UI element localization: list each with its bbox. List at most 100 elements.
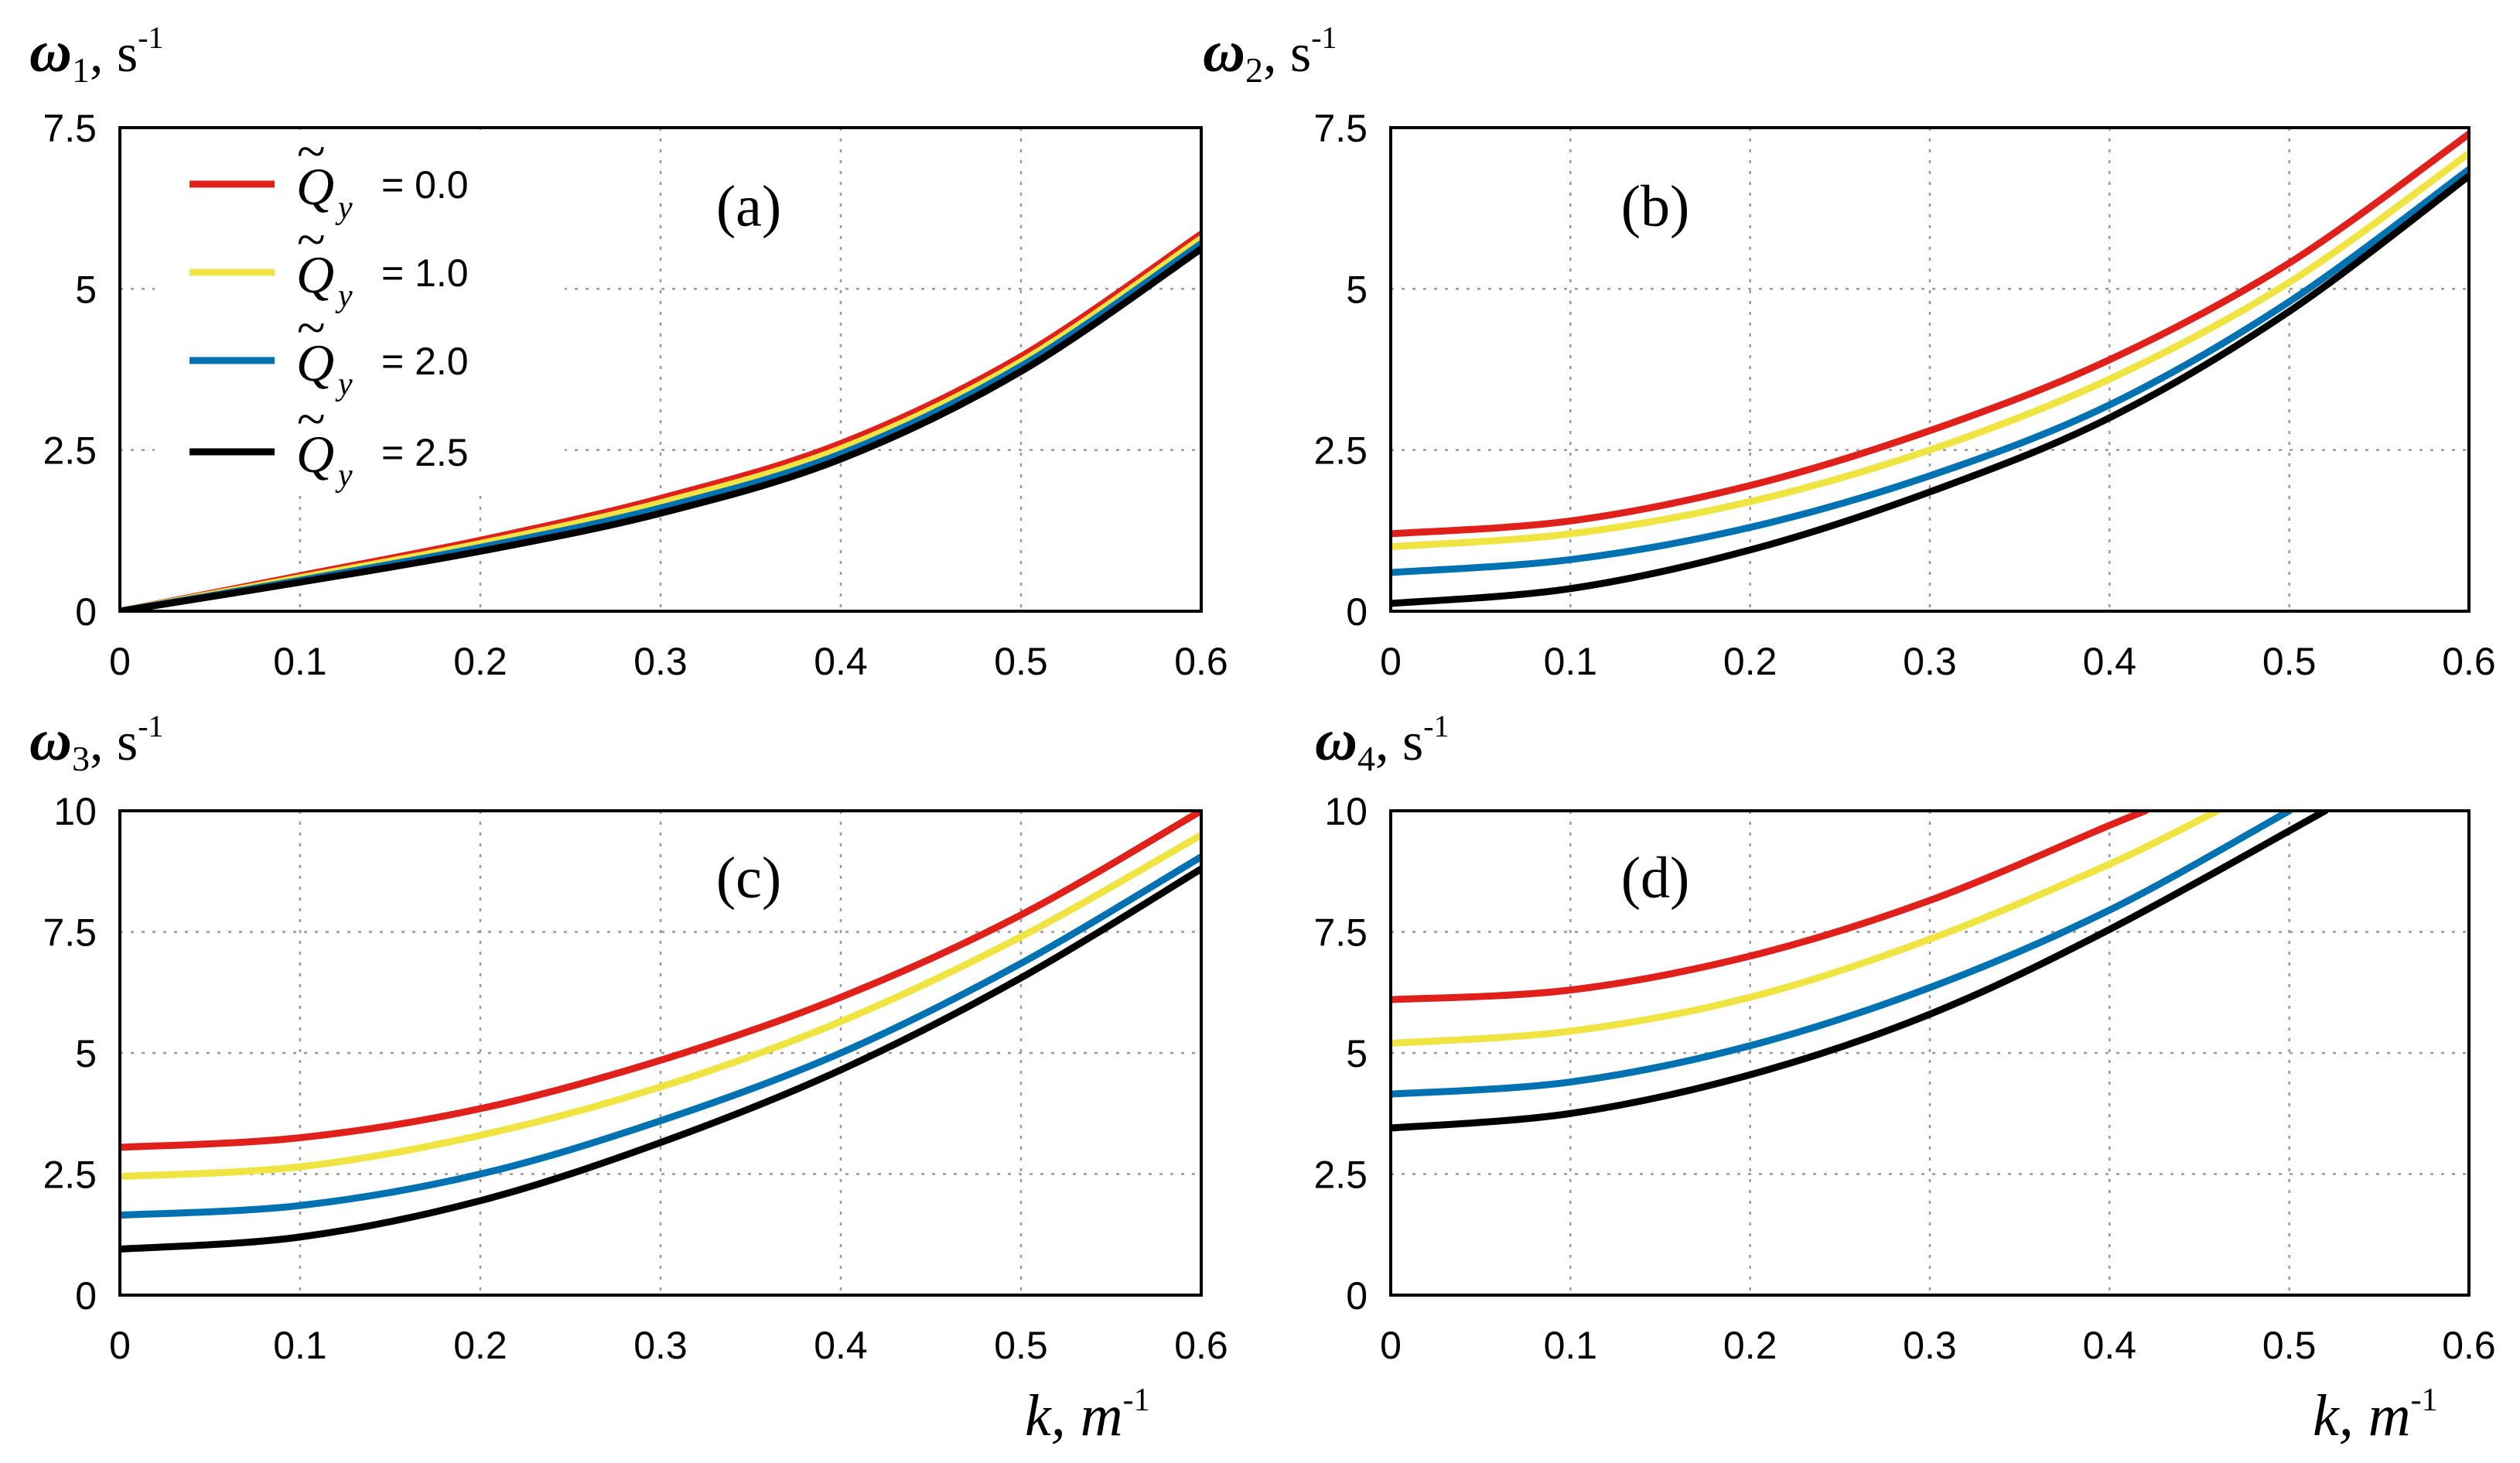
- y-axis-label: ω2, s-1: [1203, 19, 1337, 90]
- x-tick-label: 0.1: [273, 640, 327, 683]
- series-line-1: [1391, 811, 2150, 1003]
- y-axis-label: ω4, s-1: [1315, 708, 1450, 778]
- x-tick-label: 0.4: [2083, 640, 2137, 683]
- legend-value: = 2.0: [381, 340, 469, 383]
- x-tick-label: 0.1: [1544, 1324, 1598, 1367]
- series-group: [1391, 811, 2329, 1132]
- y-tick-label: 0: [1346, 1274, 1368, 1318]
- x-tick-label: 0.5: [994, 640, 1048, 683]
- x-tick-label: 0.5: [2262, 1324, 2317, 1367]
- series-group: [1391, 130, 2469, 607]
- legend-tilde: ~: [296, 389, 325, 448]
- series-line-2: [1391, 811, 2221, 1047]
- y-tick-label: 0: [1346, 590, 1368, 634]
- y-tick-label: 10: [1324, 790, 1368, 833]
- y-tick-label: 2.5: [43, 1154, 97, 1197]
- legend-entry: Q~ y = 0.0: [190, 121, 469, 226]
- legend-entry: Q~ y = 2.0: [190, 298, 469, 402]
- panel-tag: (a): [716, 174, 781, 239]
- x-tick-label: 0.1: [1544, 640, 1598, 683]
- series-line-3: [120, 853, 1201, 1219]
- legend-background: [155, 130, 565, 494]
- series-line-3: [1391, 811, 2293, 1098]
- panel-b: 0 0.1 0.2 0.3 0.4 0.5 0.6 0 2.5 5 7.5 (b) ω2, s-1: [1203, 19, 2496, 683]
- x-tick-label: 0: [109, 1324, 131, 1367]
- y-axis-label: ω1, s-1: [29, 19, 164, 90]
- panel-d: 0 0.1 0.2 0.3 0.4 0.5 0.6 0 2.5 5 7.5 10 (d) ω4, s-1 k…: [1313, 708, 2495, 1448]
- series-line-4: [120, 245, 1201, 611]
- legend-tilde: ~: [296, 210, 325, 268]
- x-tick-label: 0.2: [1723, 640, 1777, 683]
- y-tick-label: 5: [1346, 1032, 1368, 1075]
- y-tick-label: 7.5: [43, 107, 97, 150]
- series-group: [120, 231, 1201, 611]
- series-line-2: [120, 831, 1201, 1181]
- series-line-2: [1391, 149, 2469, 551]
- series-line-1: [120, 811, 1201, 1151]
- y-tick-label: 10: [53, 790, 97, 833]
- y-tick-label: 5: [75, 1032, 97, 1075]
- series-line-4: [120, 865, 1201, 1253]
- x-tick-label: 0.2: [453, 640, 507, 683]
- series-group: [120, 811, 1201, 1253]
- y-tick-label: 0: [75, 1274, 97, 1318]
- x-axis-label: k, m-1: [2313, 1383, 2438, 1448]
- y-tick-label: 7.5: [43, 911, 97, 955]
- legend-symbol: Q: [296, 333, 334, 392]
- plot-frame: [1389, 126, 2470, 613]
- legend-entry: Q~ y = 1.0: [190, 210, 469, 314]
- series-line-4: [1391, 173, 2469, 607]
- y-axis-label: ω3, s-1: [29, 708, 164, 778]
- series-line-1: [1391, 130, 2469, 538]
- x-tick-label: 0.6: [2442, 640, 2496, 683]
- x-tick-label: 0.3: [633, 640, 688, 683]
- x-tick-label: 0.2: [1723, 1324, 1777, 1367]
- x-tick-label: 0.4: [814, 1324, 868, 1367]
- x-tick-label: 0.4: [814, 640, 868, 683]
- legend-subscript: y: [335, 367, 353, 402]
- legend-value: = 2.5: [381, 431, 469, 474]
- y-tick-label: 2.5: [43, 429, 97, 473]
- x-tick-label: 0: [109, 640, 131, 683]
- panel-tag: (d): [1621, 846, 1690, 911]
- legend-tilde: ~: [296, 121, 325, 180]
- legend-symbol: Q: [296, 245, 334, 304]
- x-tick-label: 0.3: [633, 1324, 688, 1367]
- legend-value: = 1.0: [381, 251, 469, 295]
- panel-tag: (b): [1621, 174, 1690, 239]
- x-tick-label: 0: [1380, 640, 1402, 683]
- legend-symbol: Q: [296, 425, 334, 484]
- x-tick-label: 0.6: [1174, 1324, 1228, 1367]
- series-line-4: [1391, 811, 2329, 1132]
- x-tick-label: 0.6: [2442, 1324, 2496, 1367]
- x-axis-label: k, m-1: [1025, 1383, 1150, 1448]
- legend-entry: Q~ y = 2.5: [190, 389, 469, 494]
- x-tick-label: 0.1: [273, 1324, 327, 1367]
- legend-value: = 0.0: [381, 163, 469, 207]
- y-tick-label: 7.5: [1313, 911, 1368, 955]
- y-tick-label: 2.5: [1313, 429, 1368, 473]
- panel-a: 0 0.1 0.2 0.3 0.4 0.5 0.6 0 2.5 5 7.5 (a) ω1, s-1: [29, 19, 1228, 683]
- y-tick-label: 5: [75, 268, 97, 311]
- plot-frame: [118, 809, 1203, 1297]
- x-tick-label: 0.2: [453, 1324, 507, 1367]
- plot-frame: [1389, 809, 2470, 1297]
- x-tick-label: 0.3: [1903, 1324, 1957, 1367]
- legend-subscript: y: [335, 279, 353, 314]
- x-tick-label: 0.5: [994, 1324, 1048, 1367]
- x-tick-label: 0.6: [1174, 640, 1228, 683]
- series-line-3: [1391, 166, 2469, 576]
- legend-subscript: y: [335, 190, 353, 226]
- legend-subscript: y: [335, 458, 353, 494]
- x-tick-label: 0: [1380, 1324, 1402, 1367]
- legend-tilde: ~: [296, 298, 325, 357]
- panel-tag: (c): [716, 846, 781, 911]
- x-tick-label: 0.3: [1903, 640, 1957, 683]
- y-tick-label: 5: [1346, 268, 1368, 311]
- y-tick-label: 0: [75, 590, 97, 634]
- panel-c: 0 0.1 0.2 0.3 0.4 0.5 0.6 0 2.5 5 7.5 10 (c) ω3, s-1 k…: [29, 708, 1228, 1448]
- y-tick-label: 7.5: [1313, 107, 1368, 150]
- legend: Q~y= 0.0Q~y= 1.0Q~y= 2.0Q~y= 2.5: [155, 121, 565, 494]
- x-tick-label: 0.4: [2083, 1324, 2137, 1367]
